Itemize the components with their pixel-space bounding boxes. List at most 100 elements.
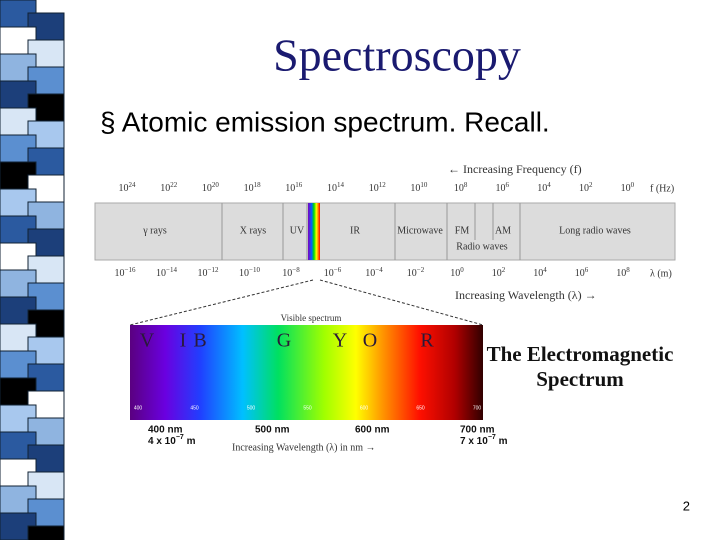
tick-exp: −16 xyxy=(125,266,136,274)
tick-base: 10 xyxy=(365,268,375,279)
tick-base: 10 xyxy=(575,268,585,279)
tick-label: 100 xyxy=(450,266,464,280)
tick-exp: 8 xyxy=(464,181,468,189)
tick-exp: 4 xyxy=(547,181,551,189)
tick-exp: 18 xyxy=(254,181,262,189)
tick-label: 1010 xyxy=(410,181,428,195)
tick-base: 10 xyxy=(239,268,249,279)
tick-base: 10 xyxy=(369,183,379,194)
tick-exp: −2 xyxy=(417,266,425,274)
band-label: Radio waves xyxy=(456,241,507,252)
tick-label: 108 xyxy=(454,181,468,195)
tick-exp: 12 xyxy=(379,181,387,189)
tick-exp: 22 xyxy=(170,181,178,189)
tick-base: 10 xyxy=(616,268,626,279)
tick-exp: 24 xyxy=(129,181,137,189)
tick-base: 10 xyxy=(621,183,631,194)
band-label: γ rays xyxy=(142,225,167,236)
color-letter: O xyxy=(363,330,377,352)
meter-base: 4 x 10 xyxy=(148,436,176,447)
color-letter: G xyxy=(277,330,291,352)
wavelength-heading: Increasing Wavelength (λ) → xyxy=(455,288,597,302)
decorative-stripe xyxy=(0,0,65,540)
scale-label: 550 xyxy=(303,405,312,411)
meter-unit: m xyxy=(184,436,196,447)
visible-spectrum xyxy=(130,325,483,420)
meter-exp: −7 xyxy=(488,434,496,441)
tick-exp: 14 xyxy=(337,181,345,189)
tick-label: 10−4 xyxy=(365,266,383,280)
tick-label: 104 xyxy=(537,181,551,195)
stripe-cell xyxy=(27,525,65,540)
meter-unit: m xyxy=(496,436,508,447)
band-dividers xyxy=(221,203,521,260)
scale-label: 500 xyxy=(247,405,256,411)
tick-label: 102 xyxy=(579,181,593,195)
tick-label: 10−10 xyxy=(239,266,260,280)
band-label: Microwave xyxy=(397,225,443,236)
tick-label: 100 xyxy=(621,181,635,195)
tick-base: 10 xyxy=(119,183,129,194)
tick-base: 10 xyxy=(410,183,420,194)
tick-exp: 2 xyxy=(589,181,593,189)
meter-base: 7 x 10 xyxy=(460,436,488,447)
meter-exp: −7 xyxy=(176,434,184,441)
meter-label: 4 x 10−7 m xyxy=(148,434,196,447)
tick-exp: −4 xyxy=(375,266,383,274)
scale-label: 700 xyxy=(473,405,482,411)
title: Spectroscopy xyxy=(273,30,521,81)
visible-band xyxy=(308,203,320,260)
tick-exp: 10 xyxy=(420,181,428,189)
meter-label: 7 x 10−7 m xyxy=(460,434,508,447)
tick-label: 10−14 xyxy=(156,266,177,280)
band-label: FM xyxy=(455,225,470,236)
nm-label: 500 nm xyxy=(255,425,290,436)
tick-exp: 0 xyxy=(460,266,464,274)
zoom-lines xyxy=(129,279,484,326)
visible-axis: Increasing Wavelength (λ) in nm → xyxy=(232,442,376,453)
scale-label: 400 xyxy=(134,405,143,411)
tick-label: 108 xyxy=(616,266,630,280)
caption-line: Spectrum xyxy=(536,367,624,391)
nm-label: 600 nm xyxy=(355,425,390,436)
tick-base: 10 xyxy=(324,268,334,279)
band-label: X rays xyxy=(240,225,266,236)
tick-label: 10−2 xyxy=(407,266,425,280)
tick-exp: −10 xyxy=(249,266,260,274)
tick-exp: 6 xyxy=(585,266,589,274)
band-label: IR xyxy=(350,225,360,236)
tick-base: 10 xyxy=(450,268,460,279)
tick-label: 10−6 xyxy=(324,266,342,280)
scale-label: 650 xyxy=(416,405,425,411)
scale-label: 600 xyxy=(360,405,369,411)
tick-base: 10 xyxy=(285,183,295,194)
band-label: Long radio waves xyxy=(559,225,631,236)
color-letter: Y xyxy=(333,330,347,352)
tick-exp: 8 xyxy=(626,266,630,274)
tick-base: 10 xyxy=(115,268,125,279)
tick-base: 10 xyxy=(160,183,170,194)
tick-exp: −8 xyxy=(292,266,300,274)
tick-label: 1022 xyxy=(160,181,178,195)
color-letter: V xyxy=(140,330,155,352)
tick-base: 10 xyxy=(282,268,292,279)
tick-label: 10−8 xyxy=(282,266,300,280)
scale-label: 450 xyxy=(190,405,199,411)
tick-label: 1020 xyxy=(202,181,220,195)
tick-base: 10 xyxy=(327,183,337,194)
tick-base: 10 xyxy=(496,183,506,194)
visible-heading: Visible spectrum xyxy=(281,313,342,323)
tick-label: 1012 xyxy=(369,181,387,195)
tick-exp: −12 xyxy=(208,266,219,274)
tick-label: 102 xyxy=(492,266,506,280)
tick-label: 104 xyxy=(533,266,547,280)
tick-base: 10 xyxy=(244,183,254,194)
color-letter: I xyxy=(180,330,187,352)
tick-label: 1024 xyxy=(119,181,137,195)
page-number: 2 xyxy=(683,498,690,513)
tick-label: 10−12 xyxy=(198,266,219,280)
tick-exp: 0 xyxy=(631,181,635,189)
tick-label: 10−16 xyxy=(115,266,136,280)
nm-label: 400 nm xyxy=(148,425,183,436)
